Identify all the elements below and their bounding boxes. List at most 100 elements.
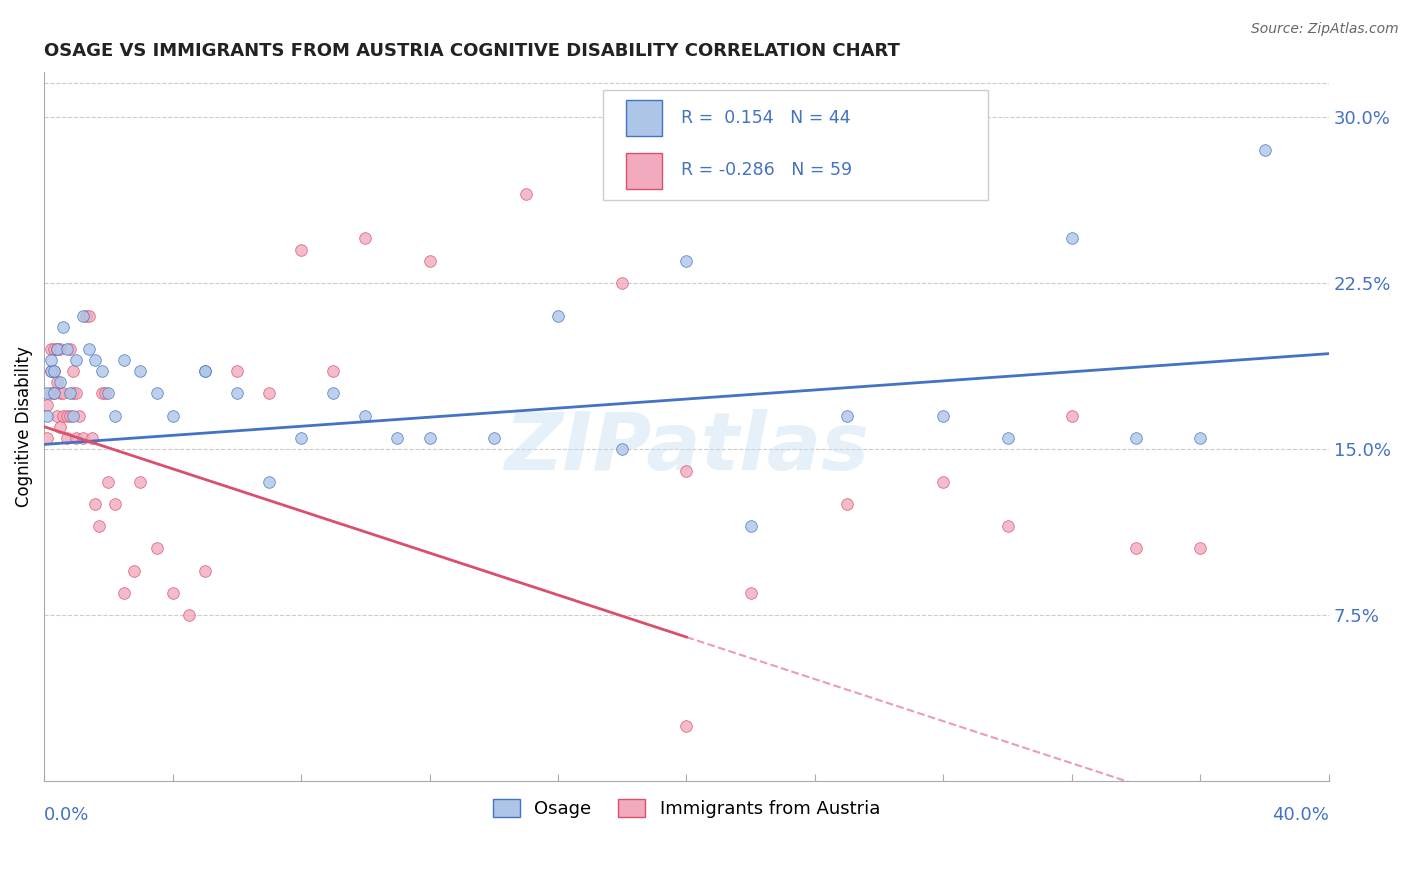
Point xyxy=(194,564,217,578)
Point xyxy=(46,342,69,356)
Point xyxy=(387,431,409,445)
Point xyxy=(59,386,82,401)
Text: 0.0%: 0.0% xyxy=(44,806,90,824)
Point xyxy=(162,586,184,600)
Point xyxy=(515,187,537,202)
Point xyxy=(1125,541,1147,556)
Point xyxy=(145,386,167,401)
Point xyxy=(46,409,69,423)
Text: ZIPatlas: ZIPatlas xyxy=(503,409,869,487)
Point xyxy=(49,342,72,356)
Legend: Osage, Immigrants from Austria: Osage, Immigrants from Austria xyxy=(485,791,887,825)
Point xyxy=(194,364,217,378)
Point xyxy=(104,409,127,423)
Bar xyxy=(603,90,988,200)
Point xyxy=(37,409,59,423)
Point xyxy=(675,464,697,478)
Point xyxy=(418,253,440,268)
Point xyxy=(37,431,59,445)
Point xyxy=(65,353,87,368)
Point xyxy=(290,243,312,257)
Point xyxy=(194,364,217,378)
Point xyxy=(62,409,84,423)
Point xyxy=(37,398,59,412)
Point xyxy=(42,342,65,356)
Point xyxy=(932,475,955,489)
Point xyxy=(740,519,762,533)
Point xyxy=(59,342,82,356)
Point xyxy=(932,409,955,423)
Point xyxy=(62,364,84,378)
Point xyxy=(94,386,117,401)
Point xyxy=(39,342,62,356)
Point xyxy=(1189,541,1212,556)
Point xyxy=(112,586,135,600)
Point xyxy=(62,386,84,401)
Point xyxy=(39,364,62,378)
Point xyxy=(55,409,77,423)
Point xyxy=(84,353,107,368)
Point xyxy=(257,475,280,489)
Y-axis label: Cognitive Disability: Cognitive Disability xyxy=(15,346,32,508)
Point xyxy=(835,497,858,511)
Point xyxy=(49,419,72,434)
Text: R =  0.154   N = 44: R = 0.154 N = 44 xyxy=(682,109,851,128)
Point xyxy=(225,364,247,378)
Point xyxy=(72,309,94,323)
Point xyxy=(77,342,100,356)
Point xyxy=(42,364,65,378)
Text: OSAGE VS IMMIGRANTS FROM AUSTRIA COGNITIVE DISABILITY CORRELATION CHART: OSAGE VS IMMIGRANTS FROM AUSTRIA COGNITI… xyxy=(44,42,900,60)
Point xyxy=(69,409,91,423)
Point xyxy=(354,409,377,423)
Point xyxy=(82,431,104,445)
Point xyxy=(42,364,65,378)
Bar xyxy=(626,100,662,136)
Point xyxy=(97,475,120,489)
Point xyxy=(675,718,697,732)
Point xyxy=(740,586,762,600)
Point xyxy=(97,386,120,401)
Point xyxy=(55,431,77,445)
Point xyxy=(65,431,87,445)
Point xyxy=(39,386,62,401)
Point xyxy=(1125,431,1147,445)
Text: 40.0%: 40.0% xyxy=(1272,806,1329,824)
Point xyxy=(612,276,634,290)
Point xyxy=(49,386,72,401)
Point xyxy=(87,519,110,533)
Point xyxy=(52,320,75,334)
Point xyxy=(1189,431,1212,445)
Text: R = -0.286   N = 59: R = -0.286 N = 59 xyxy=(682,161,852,178)
Point xyxy=(547,309,569,323)
Point xyxy=(162,409,184,423)
Point xyxy=(39,364,62,378)
Point xyxy=(65,386,87,401)
Point xyxy=(612,442,634,456)
Point xyxy=(482,431,505,445)
Bar xyxy=(626,153,662,189)
Point xyxy=(997,519,1019,533)
Point xyxy=(72,431,94,445)
Point xyxy=(49,376,72,390)
Point xyxy=(177,607,200,622)
Point xyxy=(77,309,100,323)
Point xyxy=(322,364,344,378)
Point xyxy=(52,386,75,401)
Point xyxy=(90,364,112,378)
Point xyxy=(257,386,280,401)
Point xyxy=(42,386,65,401)
Point xyxy=(835,409,858,423)
Point xyxy=(112,353,135,368)
Point xyxy=(52,409,75,423)
Point xyxy=(1060,409,1083,423)
Point xyxy=(42,386,65,401)
Point xyxy=(129,364,152,378)
Point xyxy=(55,342,77,356)
Point xyxy=(46,376,69,390)
Point xyxy=(145,541,167,556)
Point xyxy=(418,431,440,445)
Point xyxy=(46,342,69,356)
Point xyxy=(997,431,1019,445)
Point xyxy=(37,386,59,401)
Point xyxy=(75,309,97,323)
